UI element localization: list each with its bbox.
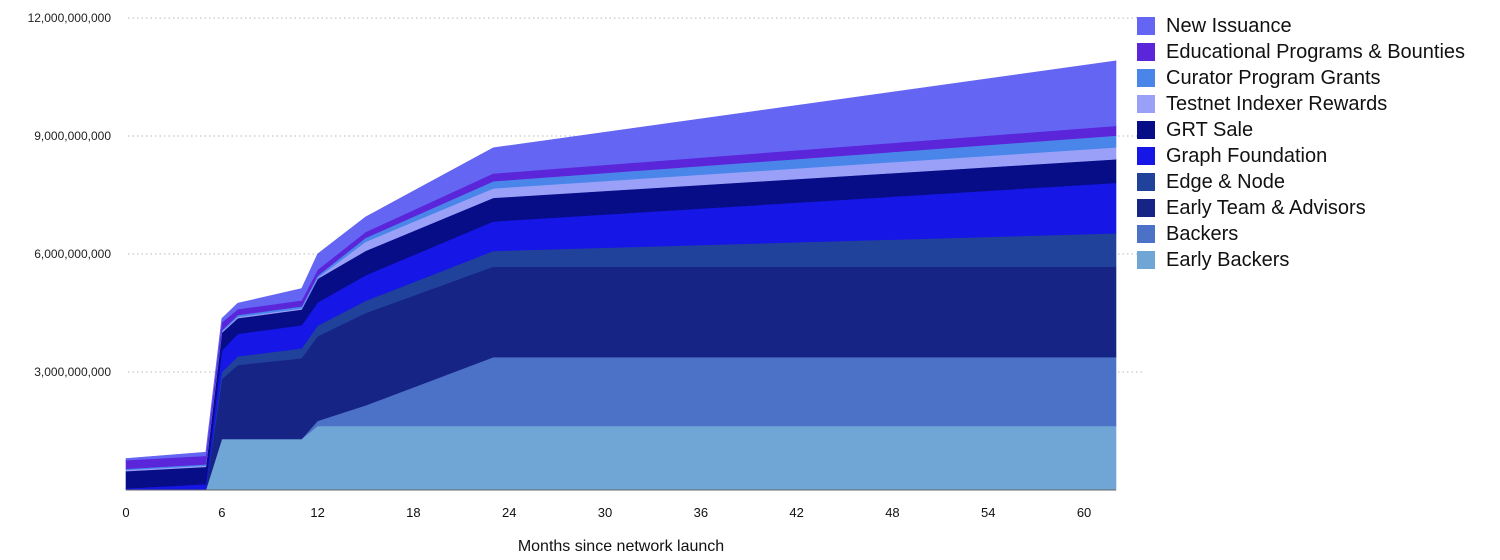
legend-label: Backers bbox=[1166, 222, 1239, 245]
legend-label: Educational Programs & Bounties bbox=[1166, 40, 1466, 63]
legend-swatch bbox=[1137, 199, 1155, 217]
x-tick-label: 42 bbox=[789, 505, 803, 520]
legend-label: GRT Sale bbox=[1166, 118, 1254, 141]
x-tick-label: 54 bbox=[981, 505, 995, 520]
legend-label: Testnet Indexer Rewards bbox=[1166, 92, 1388, 115]
x-tick-label: 24 bbox=[502, 505, 516, 520]
legend-item: Early Backers bbox=[1137, 247, 1465, 273]
x-axis-label: Months since network launch bbox=[518, 538, 724, 555]
axes: 0 6 12 18 24 30 36 42 48 54 60 bbox=[122, 489, 1116, 520]
x-tick-label: 36 bbox=[694, 505, 708, 520]
legend-swatch bbox=[1137, 251, 1155, 269]
legend-swatch bbox=[1137, 95, 1155, 113]
legend-swatch bbox=[1137, 147, 1155, 165]
legend-swatch bbox=[1137, 43, 1155, 61]
legend-swatch bbox=[1137, 17, 1155, 35]
legend-label: Early Backers bbox=[1166, 248, 1290, 271]
gridlines: 3,000,000,000 6,000,000,000 9,000,000,000 1… bbox=[28, 11, 1142, 379]
legend-label: Early Team & Advisors bbox=[1166, 196, 1366, 219]
area-series-layer bbox=[125, 60, 1117, 491]
legend-swatch bbox=[1137, 225, 1155, 243]
legend-swatch bbox=[1137, 121, 1155, 139]
legend-item: Testnet Indexer Rewards bbox=[1137, 91, 1465, 117]
x-tick-label: 30 bbox=[598, 505, 612, 520]
legend-swatch bbox=[1137, 69, 1155, 87]
legend-label: Edge & Node bbox=[1166, 170, 1285, 193]
x-tick-label: 18 bbox=[406, 505, 420, 520]
legend-label: New Issuance bbox=[1166, 14, 1292, 37]
x-tick-label: 12 bbox=[310, 505, 324, 520]
legend-label: Curator Program Grants bbox=[1166, 66, 1381, 89]
legend-label: Graph Foundation bbox=[1166, 144, 1328, 167]
y-tick-label: 9,000,000,000 bbox=[34, 129, 111, 143]
y-tick-label: 3,000,000,000 bbox=[34, 365, 111, 379]
x-tick-label: 48 bbox=[885, 505, 899, 520]
legend-item: GRT Sale bbox=[1137, 117, 1465, 143]
x-tick-label: 0 bbox=[122, 505, 129, 520]
y-tick-label: 6,000,000,000 bbox=[34, 247, 111, 261]
x-tick-label: 60 bbox=[1077, 505, 1091, 520]
legend-item: Graph Foundation bbox=[1137, 143, 1465, 169]
legend-item: New Issuance bbox=[1137, 13, 1465, 39]
area-new-issuance bbox=[125, 60, 1117, 461]
legend-item: Educational Programs & Bounties bbox=[1137, 39, 1465, 65]
legend-item: Edge & Node bbox=[1137, 169, 1465, 195]
y-tick-label: 12,000,000,000 bbox=[28, 11, 112, 25]
legend-item: Early Team & Advisors bbox=[1137, 195, 1465, 221]
x-tick-label: 6 bbox=[218, 505, 225, 520]
legend-item: Backers bbox=[1137, 221, 1465, 247]
legend-item: Curator Program Grants bbox=[1137, 65, 1465, 91]
legend: New Issuance Educational Programs & Bount… bbox=[1137, 13, 1465, 273]
legend-swatch bbox=[1137, 173, 1155, 191]
